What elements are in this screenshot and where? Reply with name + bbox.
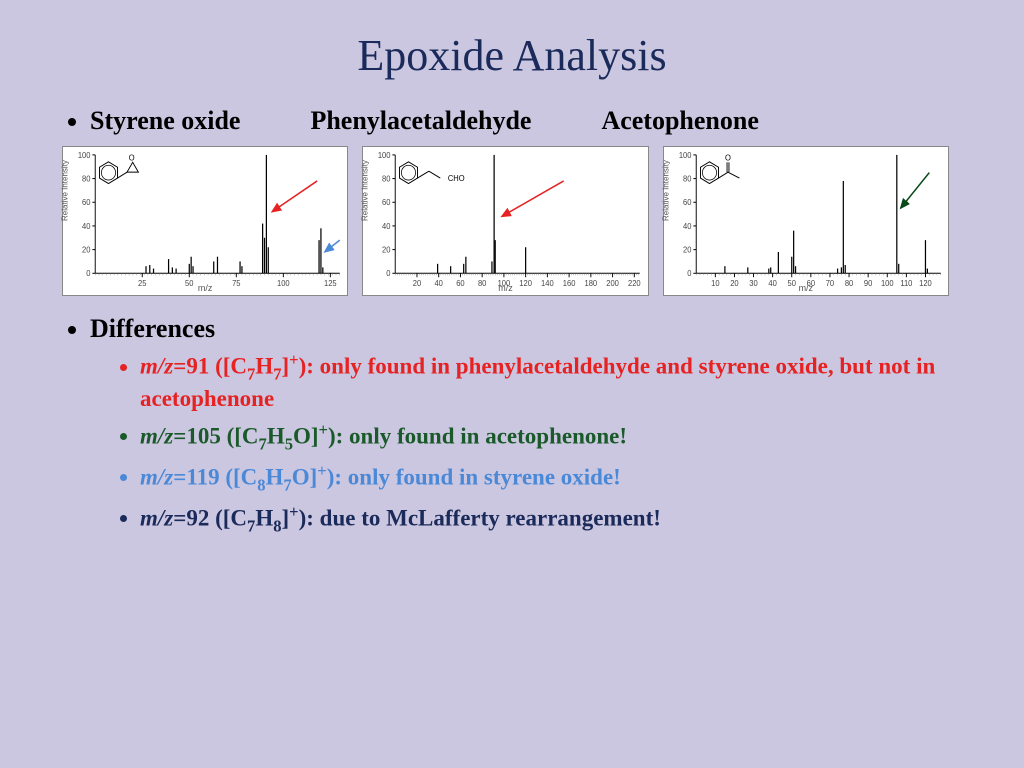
- svg-text:75: 75: [232, 279, 240, 288]
- svg-text:80: 80: [382, 174, 390, 183]
- svg-text:100: 100: [378, 151, 391, 160]
- compound-name-3: Acetophenone: [601, 106, 758, 136]
- svg-text:0: 0: [387, 269, 391, 278]
- spectra-row: 020406080100255075100125O Relative Inten…: [60, 146, 964, 296]
- svg-text:0: 0: [86, 269, 90, 278]
- difference-item: m/z=92 ([C7H8]+): due to McLafferty rear…: [140, 502, 964, 537]
- svg-text:40: 40: [82, 222, 90, 231]
- spectrum-svg-3: 020406080100102030405060708090100110120O: [664, 147, 948, 295]
- svg-text:100: 100: [78, 151, 91, 160]
- difference-item: m/z=91 ([C7H7]+): only found in phenylac…: [140, 350, 964, 414]
- svg-text:20: 20: [413, 279, 421, 288]
- svg-text:CHO: CHO: [448, 174, 465, 183]
- svg-text:60: 60: [683, 198, 691, 207]
- svg-text:120: 120: [520, 279, 533, 288]
- svg-text:100: 100: [679, 151, 692, 160]
- svg-text:60: 60: [82, 198, 90, 207]
- differences-section: Differences m/z=91 ([C7H7]+): only found…: [60, 314, 964, 537]
- slide-title: Epoxide Analysis: [0, 0, 1024, 106]
- spectrum-svg-2: 0204060801002040608010012014016018020022…: [363, 147, 647, 295]
- svg-text:40: 40: [768, 279, 776, 288]
- svg-text:80: 80: [82, 174, 90, 183]
- difference-item: m/z=119 ([C8H7O]+): only found in styren…: [140, 461, 964, 496]
- svg-text:100: 100: [881, 279, 894, 288]
- svg-text:70: 70: [825, 279, 833, 288]
- difference-item: m/z=105 ([C7H5O]+): only found in acetop…: [140, 420, 964, 455]
- svg-text:0: 0: [687, 269, 691, 278]
- svg-text:80: 80: [844, 279, 852, 288]
- svg-text:25: 25: [138, 279, 146, 288]
- svg-text:40: 40: [382, 222, 390, 231]
- svg-text:50: 50: [787, 279, 795, 288]
- svg-text:10: 10: [711, 279, 719, 288]
- xlabel-1: m/z: [198, 283, 213, 293]
- svg-text:120: 120: [919, 279, 932, 288]
- svg-text:O: O: [725, 153, 731, 162]
- svg-text:110: 110: [900, 279, 912, 288]
- svg-text:140: 140: [541, 279, 554, 288]
- spectrum-styrene-oxide: 0 20 40 60 80 100 25 50 75 100 125 O Relative Inten…: [62, 146, 348, 296]
- svg-text:100: 100: [277, 279, 290, 288]
- compound-name-1: Styrene oxide: [90, 106, 240, 136]
- svg-text:20: 20: [382, 245, 390, 254]
- svg-text:20: 20: [730, 279, 738, 288]
- svg-text:30: 30: [749, 279, 757, 288]
- xlabel-3: m/z: [799, 283, 814, 293]
- spectrum-svg-1: 0 20 40 60 80 100 25 50 75 100 125 O: [63, 147, 347, 295]
- svg-text:80: 80: [683, 174, 691, 183]
- svg-text:200: 200: [607, 279, 620, 288]
- svg-text:20: 20: [683, 245, 691, 254]
- svg-text:20: 20: [82, 245, 90, 254]
- svg-text:40: 40: [435, 279, 443, 288]
- spectrum-phenylacetaldehyde: 0204060801002040608010012014016018020022…: [362, 146, 648, 296]
- ylabel-3: Relative Intensity: [661, 160, 670, 221]
- xlabel-2: m/z: [498, 283, 513, 293]
- compound-name-2: Phenylacetaldehyde: [310, 106, 531, 136]
- svg-text:90: 90: [864, 279, 872, 288]
- svg-text:180: 180: [585, 279, 598, 288]
- svg-text:40: 40: [683, 222, 691, 231]
- svg-text:50: 50: [185, 279, 193, 288]
- svg-text:160: 160: [563, 279, 576, 288]
- svg-text:80: 80: [478, 279, 486, 288]
- differences-list: m/z=91 ([C7H7]+): only found in phenylac…: [90, 350, 964, 537]
- svg-text:O: O: [129, 153, 135, 162]
- svg-text:60: 60: [457, 279, 465, 288]
- svg-text:60: 60: [382, 198, 390, 207]
- ylabel-2: Relative Intensity: [361, 160, 370, 221]
- differences-label: Differences: [90, 314, 215, 343]
- svg-text:220: 220: [628, 279, 641, 288]
- svg-text:125: 125: [324, 279, 337, 288]
- spectrum-acetophenone: 020406080100102030405060708090100110120O…: [663, 146, 949, 296]
- compound-names-bullet: Styrene oxide Phenylacetaldehyde Acetoph…: [60, 106, 964, 136]
- slide-content: Styrene oxide Phenylacetaldehyde Acetoph…: [0, 106, 1024, 537]
- ylabel-1: Relative Intensity: [61, 160, 70, 221]
